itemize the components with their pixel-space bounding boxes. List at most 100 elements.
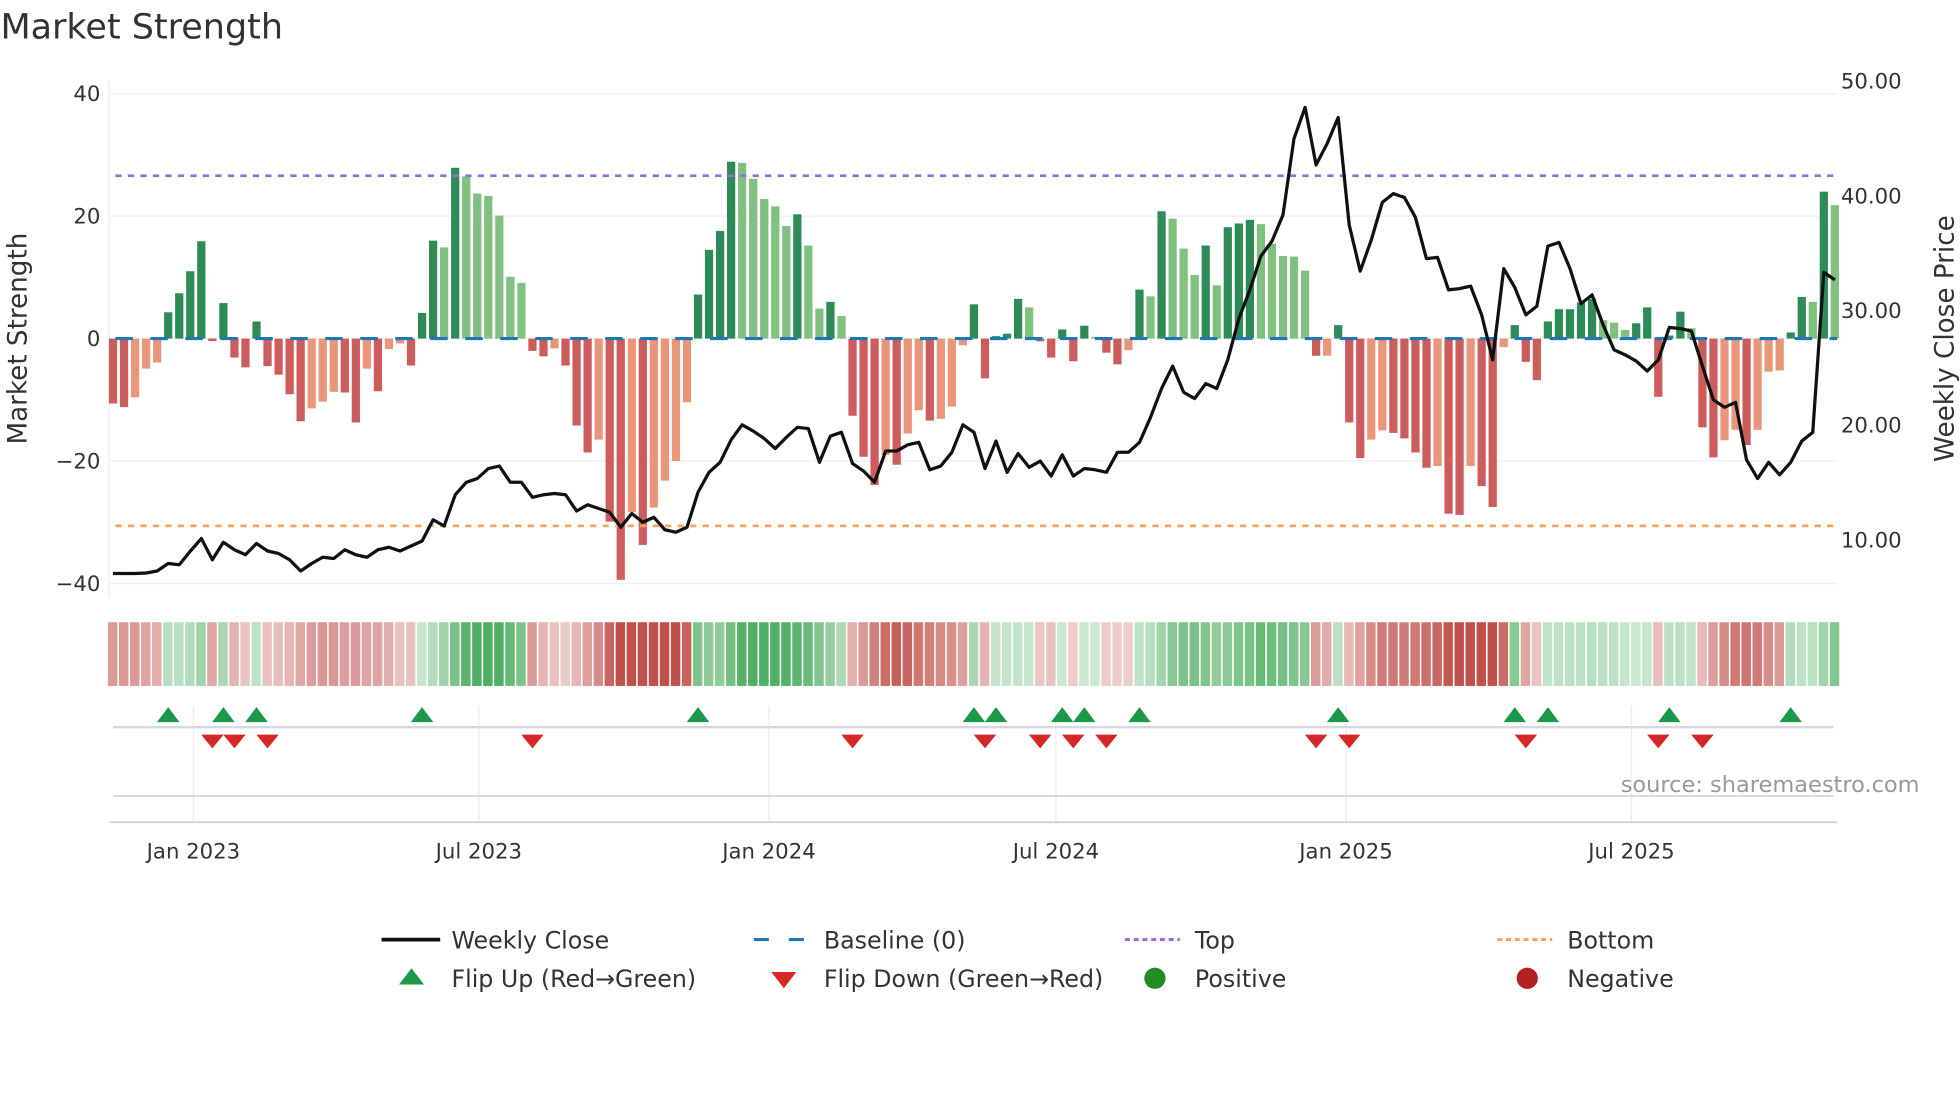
strength-bar (539, 338, 548, 357)
strip-cell (1410, 622, 1420, 686)
strip-cell (1675, 622, 1685, 686)
strength-bar (1190, 274, 1199, 339)
strength-bar (760, 199, 769, 339)
strength-bar (881, 338, 890, 455)
strength-bar (1367, 338, 1376, 440)
x-tick-label: Jul 2024 (1011, 839, 1099, 864)
strength-bar (892, 338, 901, 465)
strength-bar (1069, 338, 1078, 362)
left-tick-label: −20 (56, 450, 101, 475)
strip-cell (549, 622, 559, 686)
legend-item-close: Weekly Close (381, 926, 609, 954)
flip-down-marker (521, 734, 544, 749)
flip-down-marker (1514, 734, 1538, 749)
strip-cell (1200, 622, 1211, 686)
strength-bar (1234, 223, 1243, 339)
flip-down-marker (1337, 734, 1361, 749)
strip-cell (273, 622, 283, 686)
strip-cell (1068, 622, 1078, 686)
strength-bar (1830, 205, 1839, 339)
flip-up-marker (1050, 707, 1074, 723)
strip-cell (394, 622, 405, 686)
strip-cell (207, 622, 217, 686)
strip-cell (450, 622, 460, 686)
strip-cell (1035, 622, 1045, 686)
strength-bar (1753, 338, 1762, 430)
strip-cell (935, 622, 946, 686)
strip-cell (1432, 622, 1442, 686)
strength-bar (1124, 338, 1133, 351)
legend-label: Negative (1567, 965, 1673, 993)
strength-bar (925, 338, 934, 421)
strength-bar (1135, 289, 1144, 339)
strip-cell (759, 622, 769, 686)
strip-cell (1101, 622, 1111, 686)
strip-cell (129, 622, 140, 686)
strength-bar (804, 245, 813, 339)
strip-cell (383, 622, 394, 686)
strip-cell (1465, 622, 1476, 686)
strength-bar (1278, 255, 1288, 339)
strip-cell (737, 622, 747, 686)
left-tick-label: −40 (56, 572, 101, 597)
strip-cell (1807, 622, 1818, 686)
strength-bar (1643, 307, 1652, 339)
strip-cell (990, 622, 1001, 686)
right-axis-ticks: 50.00 40.00 30.00 20.00 10.00 (1841, 70, 1902, 554)
strip-cell (152, 622, 162, 686)
strength-bar (1698, 338, 1707, 428)
strip-cell (1355, 622, 1365, 686)
flip-down-marker (1062, 734, 1085, 749)
strength-bar (241, 338, 250, 368)
strip-cell (1167, 622, 1177, 686)
chart-title: Market Strength (0, 8, 283, 48)
legend-label: Weekly Close (451, 926, 609, 954)
strip-cell (1454, 622, 1464, 686)
legend: Weekly Close Baseline (0) Top Bottom Flip Up… (381, 926, 1674, 993)
strip-cell (229, 622, 239, 686)
strength-bar (1168, 218, 1177, 339)
strip-cell (560, 622, 570, 686)
strength-bar (1002, 333, 1012, 339)
strength-bar (1808, 301, 1817, 339)
strength-bar (649, 338, 658, 508)
strip-cell (1653, 622, 1663, 686)
strip-cell (317, 622, 328, 686)
strip-cell (1244, 622, 1255, 686)
strength-bar (947, 338, 956, 407)
strip-cell (1608, 622, 1619, 686)
strength-bar (1267, 243, 1277, 339)
strength-bar (263, 338, 272, 367)
strength-bar (704, 249, 714, 339)
strength-bar (528, 338, 537, 351)
strip-cell (615, 622, 626, 686)
strength-bar (130, 338, 140, 398)
strip-cell (946, 622, 957, 686)
flip-up-marker (1658, 707, 1681, 723)
strip-cell (107, 622, 118, 686)
strength-bar (506, 276, 515, 339)
strength-bar (958, 338, 968, 346)
strength-bar (1113, 338, 1122, 365)
strip-cell (1399, 622, 1409, 686)
strength-bar (340, 338, 349, 393)
strip-cell (196, 622, 206, 686)
strip-cell (593, 622, 604, 686)
strip-cell (869, 622, 879, 686)
strip-cell (748, 622, 758, 686)
right-tick-label: 10.00 (1841, 528, 1902, 553)
strength-bar (616, 338, 625, 580)
strength-bar (859, 338, 868, 457)
strength-bar (186, 271, 195, 339)
strip-cell (725, 622, 736, 686)
legend-label: Bottom (1567, 926, 1654, 954)
strength-bar (230, 338, 239, 358)
strength-bar (318, 338, 327, 402)
strength-bar (1499, 338, 1508, 348)
strip-cell (1090, 622, 1100, 686)
x-tick-label: Jul 2023 (434, 839, 522, 864)
strip-cell (979, 622, 990, 686)
strength-bar (1289, 256, 1299, 339)
strength-bar (1400, 338, 1409, 439)
legend-item-bottom: Bottom (1497, 926, 1654, 954)
